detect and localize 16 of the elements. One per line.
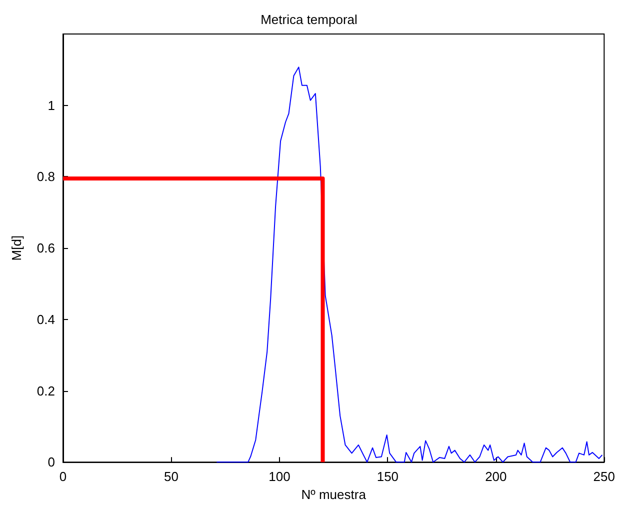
x-tick-label: 150 [376,469,399,484]
y-tick-label: 0.2 [36,383,55,398]
x-tick-label: 200 [485,469,507,484]
y-tick-label: 1 [48,98,55,113]
y-axis-title: M[d] [9,235,24,261]
x-axis-title: Nº muestra [301,487,367,502]
chart-title: Metrica temporal [260,12,358,27]
x-tick-label: 50 [164,469,178,484]
x-tick-label: 100 [268,469,290,484]
line-series [216,66,603,463]
y-tick-label: 0.4 [36,312,55,327]
y-tick-label: 0 [48,454,55,470]
x-tick-label: 250 [593,469,616,484]
y-tick-label: 0.8 [36,169,55,184]
y-tick-label: 0.6 [36,240,55,256]
x-tick-label: 0 [59,469,67,484]
